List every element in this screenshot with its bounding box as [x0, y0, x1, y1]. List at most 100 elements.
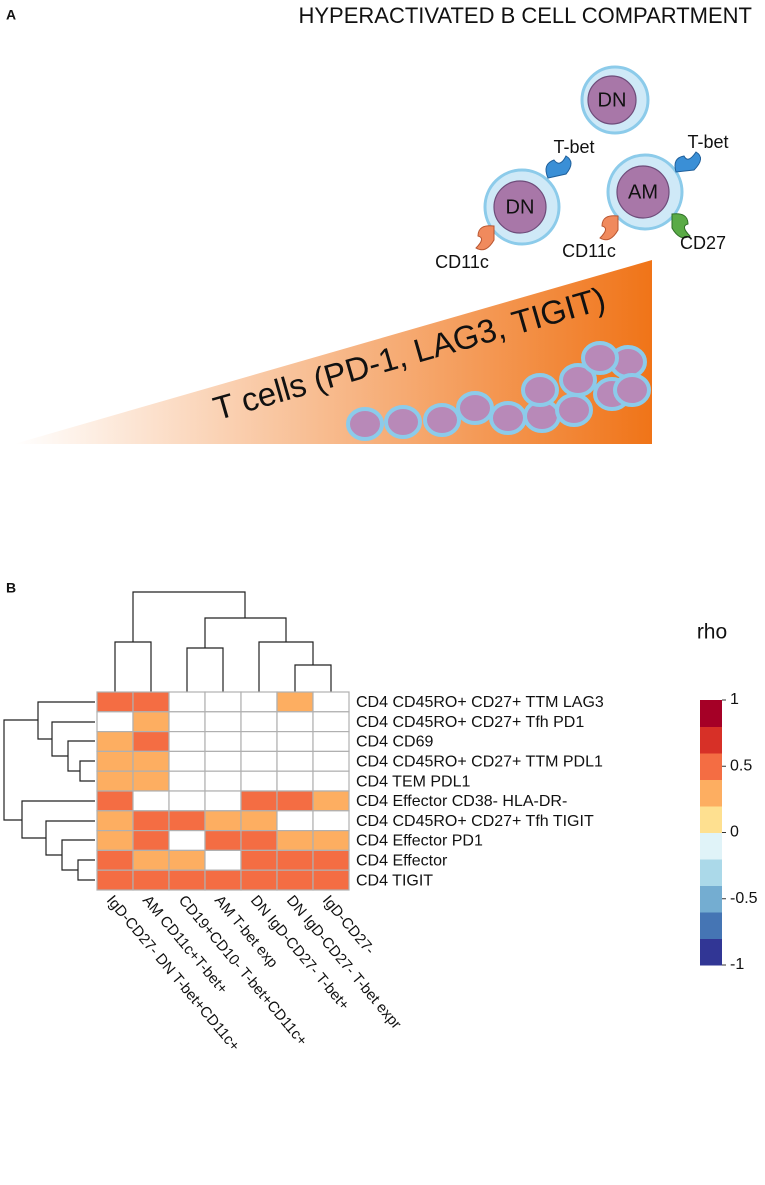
b-cell: DN	[580, 65, 650, 135]
colorbar-block	[700, 938, 722, 966]
empty-cell	[276, 770, 314, 792]
row-label: CD4 CD45RO+ CD27+ TTM PDL1	[356, 754, 603, 771]
colorbar-block	[700, 726, 722, 754]
heat-cell	[96, 770, 134, 792]
row-label: CD4 CD69	[356, 734, 433, 751]
heat-cell	[96, 869, 134, 891]
heat-cell	[96, 730, 134, 752]
t-cells	[346, 341, 651, 441]
empty-cell	[312, 711, 350, 733]
cell-label: DN	[598, 89, 627, 111]
marker-label: CD11c	[435, 252, 489, 272]
heat-cell	[276, 691, 314, 713]
empty-cell	[312, 750, 350, 772]
colorbar-tick-label: 0.5	[730, 757, 752, 774]
heat-cell	[132, 869, 170, 891]
empty-cell	[168, 790, 206, 812]
legend-title: rho	[697, 621, 727, 644]
empty-cell	[276, 750, 314, 772]
colorbar-tick-label: 0	[730, 824, 739, 841]
heat-cell	[240, 810, 278, 832]
empty-cell	[168, 829, 206, 851]
row-label: CD4 CD45RO+ CD27+ Tfh PD1	[356, 714, 584, 731]
heat-cell	[132, 849, 170, 871]
empty-cell	[240, 750, 278, 772]
row-label: CD4 CD45RO+ CD27+ TTM LAG3	[356, 694, 604, 711]
heat-cell	[240, 849, 278, 871]
empty-cell	[204, 691, 242, 713]
colorbar-block	[700, 806, 722, 833]
row-label: CD4 Effector PD1	[356, 833, 483, 850]
colorbar-block	[700, 912, 722, 939]
colorbar-block	[700, 859, 722, 886]
receptor	[671, 213, 691, 239]
empty-cell	[276, 711, 314, 733]
empty-cell	[312, 730, 350, 752]
colorbar-tick-label: -0.5	[730, 890, 758, 907]
panel-label: B	[6, 580, 16, 596]
marker-label: CD11c	[562, 241, 616, 261]
heat-cell	[240, 790, 278, 812]
heat-cell	[312, 849, 350, 871]
heat-cell	[96, 790, 134, 812]
heat-cell	[96, 691, 134, 713]
empty-cell	[276, 810, 314, 832]
empty-cell	[240, 770, 278, 792]
colorbar-block	[700, 779, 722, 807]
receptor	[599, 215, 619, 241]
heat-cell	[240, 869, 278, 891]
empty-cell	[312, 770, 350, 792]
heat-cell	[132, 810, 170, 832]
empty-cell	[204, 711, 242, 733]
heat-cell	[276, 849, 314, 871]
cell-label: AM	[628, 181, 658, 203]
heat-cell	[168, 849, 206, 871]
empty-cell	[312, 810, 350, 832]
heat-cell	[204, 829, 242, 851]
empty-cell	[168, 711, 206, 733]
empty-cell	[204, 790, 242, 812]
empty-cell	[240, 691, 278, 713]
heat-cell	[276, 869, 314, 891]
heat-cell	[312, 869, 350, 891]
receptor	[475, 225, 495, 251]
empty-cell	[204, 770, 242, 792]
b-cell: DN	[483, 168, 561, 246]
marker-label: T-bet	[687, 132, 728, 152]
row-label: CD4 TEM PDL1	[356, 773, 471, 790]
heat-cell	[132, 730, 170, 752]
heat-cell	[132, 829, 170, 851]
heat-cell	[312, 829, 350, 851]
heat-cell	[276, 790, 314, 812]
empty-cell	[276, 730, 314, 752]
heat-cell	[96, 829, 134, 851]
row-dendrogram	[3, 701, 95, 881]
heatmap: CD4 CD45RO+ CD27+ TTM LAG3 CD4 CD45RO+ CD…	[96, 691, 758, 1055]
heat-cell	[132, 691, 170, 713]
heat-cell	[204, 869, 242, 891]
empty-cell	[96, 711, 134, 733]
cell-label: DN	[506, 196, 535, 218]
empty-cell	[240, 730, 278, 752]
heat-cell	[168, 810, 206, 832]
heat-cell	[276, 829, 314, 851]
row-label: CD4 Effector	[356, 853, 448, 870]
colorbar-tick-label: -1	[730, 956, 744, 973]
receptor	[545, 155, 572, 179]
empty-cell	[204, 849, 242, 871]
heat-cell	[204, 810, 242, 832]
empty-cell	[132, 790, 170, 812]
column-dendrogram	[114, 591, 332, 692]
marker-label: T-bet	[553, 137, 594, 157]
b-cell: AM	[606, 153, 684, 231]
row-label: CD4 Effector CD38- HLA-DR-	[356, 793, 567, 810]
empty-cell	[168, 770, 206, 792]
gradient-wedge	[14, 260, 652, 444]
heat-cell	[96, 810, 134, 832]
empty-cell	[168, 730, 206, 752]
empty-cell	[168, 691, 206, 713]
empty-cell	[168, 750, 206, 772]
empty-cell	[204, 750, 242, 772]
row-label: CD4 CD45RO+ CD27+ Tfh TIGIT	[356, 813, 594, 830]
heat-cell	[132, 770, 170, 792]
